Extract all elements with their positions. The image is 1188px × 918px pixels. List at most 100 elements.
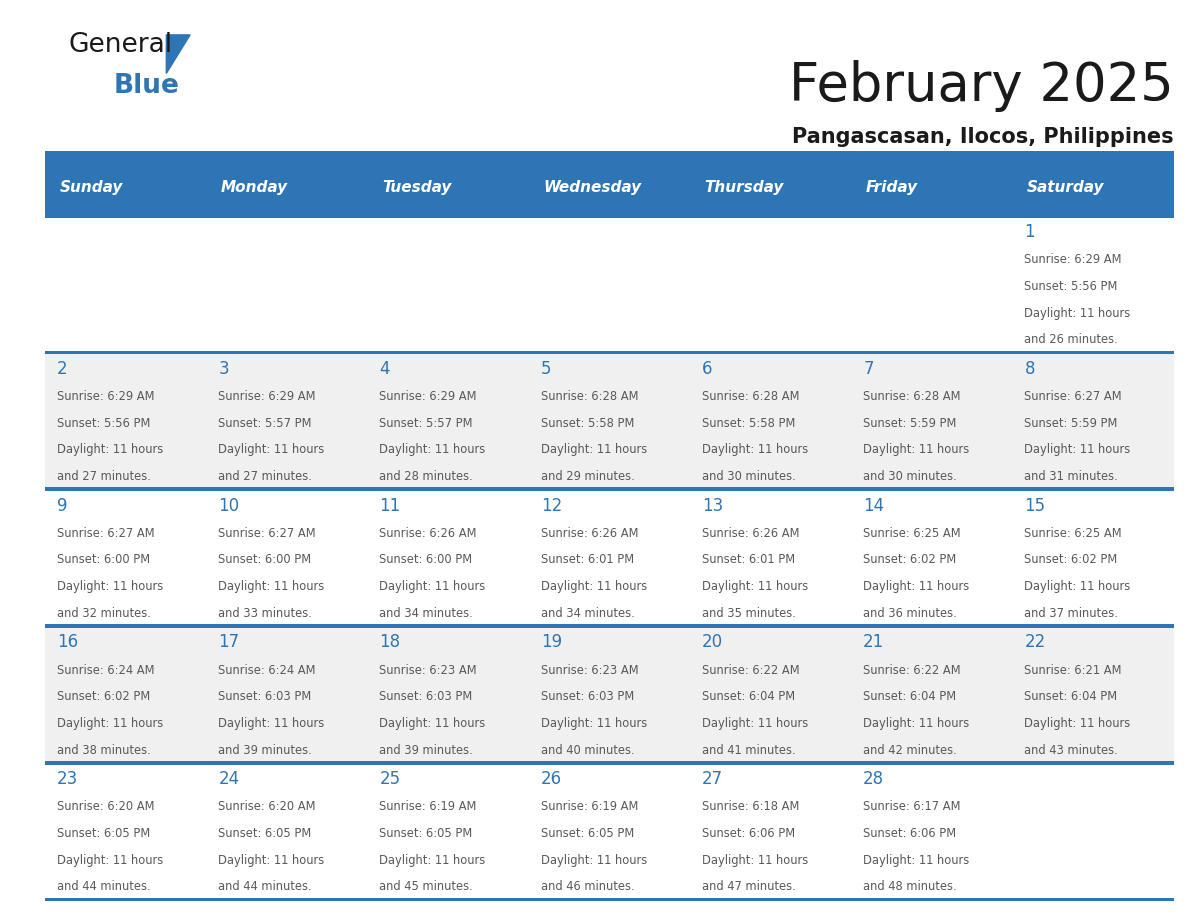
Text: and 31 minutes.: and 31 minutes. [1024, 470, 1118, 483]
Text: Sunset: 6:05 PM: Sunset: 6:05 PM [379, 827, 473, 840]
Text: Sunset: 6:02 PM: Sunset: 6:02 PM [864, 554, 956, 566]
Text: Sunset: 6:04 PM: Sunset: 6:04 PM [864, 690, 956, 703]
Text: 26: 26 [541, 770, 562, 789]
Text: 16: 16 [57, 633, 78, 652]
Text: 1: 1 [1024, 223, 1035, 241]
Text: Sunrise: 6:17 AM: Sunrise: 6:17 AM [864, 800, 961, 813]
Bar [367, 489, 529, 626]
Text: 21: 21 [864, 633, 884, 652]
Text: 13: 13 [702, 497, 723, 515]
Bar [367, 216, 529, 353]
Text: Daylight: 11 hours: Daylight: 11 hours [1024, 717, 1131, 730]
Text: Sunrise: 6:27 AM: Sunrise: 6:27 AM [219, 527, 316, 540]
Text: Sunrise: 6:19 AM: Sunrise: 6:19 AM [541, 800, 638, 813]
Text: February 2025: February 2025 [789, 60, 1174, 112]
Text: Sunset: 6:00 PM: Sunset: 6:00 PM [57, 554, 150, 566]
Bar [207, 763, 367, 900]
Text: Sunset: 6:00 PM: Sunset: 6:00 PM [219, 554, 311, 566]
Text: Friday: Friday [866, 180, 917, 195]
Bar [852, 216, 1012, 353]
Text: Sunrise: 6:20 AM: Sunrise: 6:20 AM [57, 800, 154, 813]
Text: Sunset: 6:01 PM: Sunset: 6:01 PM [541, 554, 634, 566]
Bar [45, 624, 1174, 628]
Text: Sunset: 6:00 PM: Sunset: 6:00 PM [379, 554, 473, 566]
Text: Daylight: 11 hours: Daylight: 11 hours [702, 854, 808, 867]
Text: Tuesday: Tuesday [381, 180, 451, 195]
Text: Thursday: Thursday [704, 180, 784, 195]
Text: Sunrise: 6:29 AM: Sunrise: 6:29 AM [57, 390, 154, 403]
Text: Sunrise: 6:24 AM: Sunrise: 6:24 AM [219, 664, 316, 677]
Text: Sunrise: 6:22 AM: Sunrise: 6:22 AM [702, 664, 800, 677]
Text: Sunset: 6:05 PM: Sunset: 6:05 PM [541, 827, 634, 840]
Text: Blue: Blue [114, 73, 179, 99]
Bar [367, 626, 529, 763]
Bar [1012, 763, 1174, 900]
Text: Sunrise: 6:24 AM: Sunrise: 6:24 AM [57, 664, 154, 677]
Text: and 39 minutes.: and 39 minutes. [379, 744, 473, 756]
Text: Sunset: 6:05 PM: Sunset: 6:05 PM [219, 827, 311, 840]
Bar [45, 159, 207, 216]
Text: and 30 minutes.: and 30 minutes. [702, 470, 796, 483]
Bar [529, 353, 690, 489]
Text: Daylight: 11 hours: Daylight: 11 hours [219, 443, 324, 456]
Text: Sunset: 5:59 PM: Sunset: 5:59 PM [864, 417, 956, 430]
Text: Sunset: 6:03 PM: Sunset: 6:03 PM [379, 690, 473, 703]
Bar [1012, 159, 1174, 216]
Text: and 26 minutes.: and 26 minutes. [1024, 333, 1118, 346]
Bar [207, 216, 367, 353]
Text: Daylight: 11 hours: Daylight: 11 hours [379, 443, 486, 456]
Bar [207, 353, 367, 489]
Text: and 28 minutes.: and 28 minutes. [379, 470, 473, 483]
Text: and 30 minutes.: and 30 minutes. [864, 470, 956, 483]
Text: and 44 minutes.: and 44 minutes. [57, 880, 151, 893]
Text: 17: 17 [219, 633, 239, 652]
Text: Sunrise: 6:29 AM: Sunrise: 6:29 AM [379, 390, 476, 403]
Text: and 39 minutes.: and 39 minutes. [219, 744, 312, 756]
Text: Daylight: 11 hours: Daylight: 11 hours [219, 580, 324, 593]
Text: Sunrise: 6:18 AM: Sunrise: 6:18 AM [702, 800, 800, 813]
Bar [45, 489, 207, 626]
Text: Sunset: 5:57 PM: Sunset: 5:57 PM [379, 417, 473, 430]
Bar [690, 159, 852, 216]
Text: 8: 8 [1024, 360, 1035, 378]
Text: Sunset: 6:06 PM: Sunset: 6:06 PM [702, 827, 795, 840]
Text: Daylight: 11 hours: Daylight: 11 hours [57, 717, 163, 730]
Text: and 45 minutes.: and 45 minutes. [379, 880, 473, 893]
Text: Sunrise: 6:26 AM: Sunrise: 6:26 AM [702, 527, 800, 540]
Text: and 34 minutes.: and 34 minutes. [541, 607, 634, 620]
Text: and 29 minutes.: and 29 minutes. [541, 470, 634, 483]
Text: Pangascasan, Ilocos, Philippines: Pangascasan, Ilocos, Philippines [792, 127, 1174, 147]
Bar [529, 763, 690, 900]
Text: and 35 minutes.: and 35 minutes. [702, 607, 796, 620]
Text: Daylight: 11 hours: Daylight: 11 hours [864, 717, 969, 730]
Bar [45, 216, 207, 353]
Bar [852, 489, 1012, 626]
Text: Sunrise: 6:26 AM: Sunrise: 6:26 AM [379, 527, 476, 540]
Text: Sunset: 5:59 PM: Sunset: 5:59 PM [1024, 417, 1118, 430]
Text: Daylight: 11 hours: Daylight: 11 hours [864, 443, 969, 456]
Text: Sunset: 6:01 PM: Sunset: 6:01 PM [702, 554, 795, 566]
Text: Sunday: Sunday [59, 180, 122, 195]
Bar [45, 351, 1174, 354]
Bar [690, 489, 852, 626]
Text: Daylight: 11 hours: Daylight: 11 hours [379, 717, 486, 730]
Text: 28: 28 [864, 770, 884, 789]
Text: Daylight: 11 hours: Daylight: 11 hours [57, 443, 163, 456]
Text: Daylight: 11 hours: Daylight: 11 hours [702, 580, 808, 593]
Text: Sunset: 5:56 PM: Sunset: 5:56 PM [57, 417, 151, 430]
Text: and 27 minutes.: and 27 minutes. [57, 470, 151, 483]
Text: 4: 4 [379, 360, 390, 378]
Text: Daylight: 11 hours: Daylight: 11 hours [702, 443, 808, 456]
Text: 14: 14 [864, 497, 884, 515]
Bar [45, 151, 1174, 159]
Text: Sunrise: 6:23 AM: Sunrise: 6:23 AM [379, 664, 478, 677]
Text: Sunrise: 6:29 AM: Sunrise: 6:29 AM [1024, 253, 1121, 266]
Text: 6: 6 [702, 360, 713, 378]
Text: Daylight: 11 hours: Daylight: 11 hours [219, 717, 324, 730]
Text: and 44 minutes.: and 44 minutes. [219, 880, 312, 893]
Text: and 27 minutes.: and 27 minutes. [219, 470, 312, 483]
Text: Sunrise: 6:28 AM: Sunrise: 6:28 AM [702, 390, 800, 403]
Text: and 32 minutes.: and 32 minutes. [57, 607, 151, 620]
Text: 23: 23 [57, 770, 78, 789]
Text: and 41 minutes.: and 41 minutes. [702, 744, 796, 756]
